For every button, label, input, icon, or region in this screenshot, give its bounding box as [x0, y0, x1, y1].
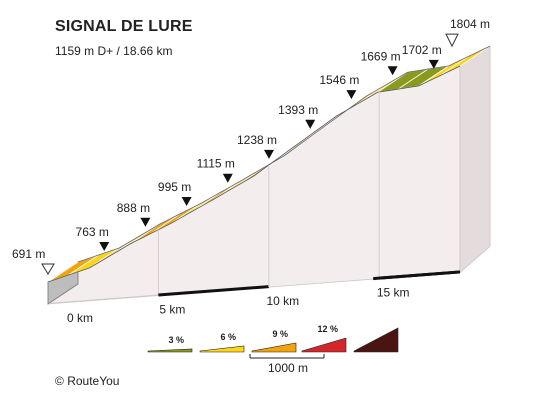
chart-subtitle: 1159 m D+ / 18.66 km: [55, 44, 173, 58]
km-marker-icon: [305, 119, 316, 129]
distance-tick-label: 15 km: [377, 286, 410, 300]
km-marker-icon: [346, 90, 357, 100]
km-marker-icon: [428, 59, 439, 69]
legend-swatch: [353, 327, 399, 353]
scale-bar-label: 1000 m: [268, 361, 308, 375]
profile-front-outline: [47, 65, 461, 283]
km-elevation-label: 763 m: [76, 225, 109, 239]
km-elevation-label: 1238 m: [237, 133, 277, 147]
km-elevation-label: 1546 m: [319, 73, 359, 87]
distance-bar: [158, 285, 269, 297]
start-elevation-label: 691 m: [12, 247, 45, 261]
credit-text: RouteYou: [67, 374, 120, 388]
distance-bar: [48, 294, 159, 304]
chart-title: SIGNAL DE LURE: [55, 18, 193, 35]
legend-swatch: [301, 337, 347, 353]
summit-elevation-label: 1804 m: [450, 17, 490, 31]
km-marker-icon: [222, 173, 233, 183]
copyright-icon: ©: [55, 374, 64, 388]
legend-swatch: [199, 345, 245, 353]
km-elevation-label: 888 m: [117, 201, 150, 215]
summit-marker-icon: [445, 33, 459, 48]
km-marker-icon: [140, 217, 151, 227]
km-elevation-label: 995 m: [158, 180, 191, 194]
legend-swatch: [147, 348, 193, 353]
km-elevation-label: 1669 m: [361, 49, 401, 63]
profile-top-outline: [77, 45, 491, 263]
profile-front-wall: [47, 65, 461, 305]
legend-label: 6 %: [220, 332, 236, 342]
distance-bar: [373, 270, 461, 281]
km-marker-icon: [264, 149, 274, 159]
km-marker-icon: [99, 242, 110, 252]
legend-label: 3 %: [168, 335, 184, 345]
km-elevation-label: 1393 m: [278, 103, 318, 117]
km-marker-icon: [181, 197, 192, 207]
legend-label: 12 %: [317, 324, 338, 334]
distance-tick-label: 5 km: [159, 303, 185, 317]
km-elevation-label: 1115 m: [197, 157, 235, 171]
credit: © RouteYou: [55, 374, 119, 388]
legend-label: 9 %: [272, 329, 288, 339]
start-marker-icon: [41, 263, 55, 275]
distance-tick-label: 10 km: [266, 294, 299, 308]
profile-end-face: [459, 45, 491, 274]
km-marker-icon: [387, 66, 398, 76]
km-elevation-label: 1702 m: [402, 43, 442, 57]
legend-swatch: [251, 342, 297, 353]
distance-tick-label: 0 km: [67, 311, 93, 325]
